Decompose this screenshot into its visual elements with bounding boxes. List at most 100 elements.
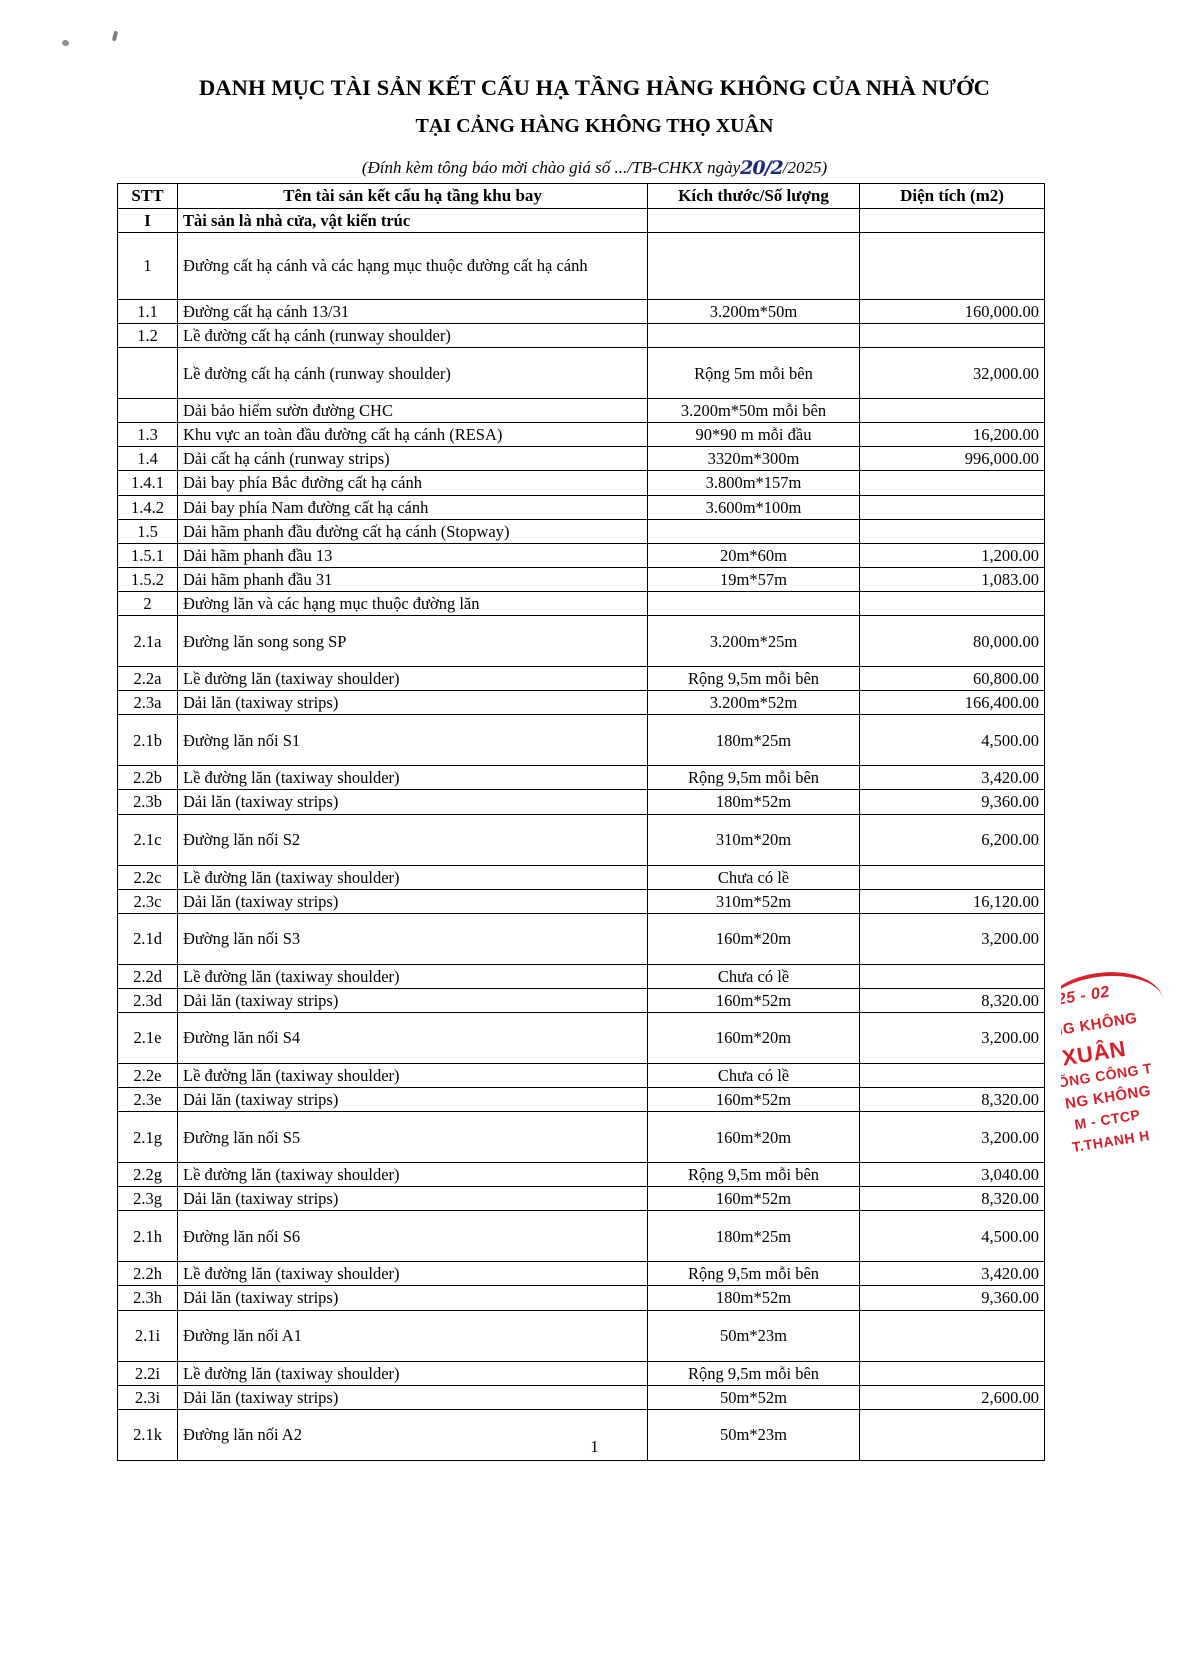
handwritten-day: 20 bbox=[740, 157, 765, 180]
cell-stt: 1.5.2 bbox=[117, 566, 178, 592]
cell-area: 4,500.00 bbox=[859, 1210, 1045, 1263]
cell-area: 1,200.00 bbox=[859, 542, 1045, 568]
cell-stt bbox=[117, 398, 178, 424]
cell-asset-name: Dải lăn (taxiway strips) bbox=[177, 1384, 648, 1410]
table-row: 2.2g Lề đường lăn (taxiway shoulder) Rộng … bbox=[117, 1162, 1045, 1188]
cell-asset-name: Đường lăn nối A2 bbox=[177, 1408, 648, 1461]
column-header-stt: STT bbox=[117, 183, 178, 209]
cell-area: 4,500.00 bbox=[859, 714, 1045, 767]
asset-inventory-table-container: STT Tên tài sản kết cấu hạ tầng khu bay … bbox=[117, 183, 1045, 1461]
cell-dimension: 3.800m*157m bbox=[647, 470, 860, 496]
cell-stt: 2.3c bbox=[117, 888, 178, 914]
cell-stt: 2.2e bbox=[117, 1062, 178, 1089]
cell-dimension: 90*90 m mỗi đầu bbox=[647, 422, 860, 448]
cell-area: 60,800.00 bbox=[859, 666, 1045, 692]
cell-asset-name: Đường lăn và các hạng mục thuộc đường lă… bbox=[177, 590, 648, 617]
table-row: 2 Đường lăn và các hạng mục thuộc đường l… bbox=[117, 590, 1045, 617]
cell-area: 996,000.00 bbox=[859, 446, 1045, 472]
cell-area: 3,200.00 bbox=[859, 1011, 1045, 1064]
table-row: 2.1d Đường lăn nối S3 160m*20m 3,200.00 bbox=[117, 912, 1045, 965]
cell-area bbox=[859, 590, 1045, 617]
cell-area: 1,083.00 bbox=[859, 566, 1045, 592]
table-row: 1.3 Khu vực an toàn đầu đường cất hạ cánh… bbox=[117, 422, 1045, 448]
cell-asset-name: Dải cất hạ cánh (runway strips) bbox=[177, 446, 648, 472]
cell-dimension: 160m*20m bbox=[647, 1111, 860, 1164]
cell-asset-name: Dải hãm phanh đầu 31 bbox=[177, 566, 648, 592]
cell-area: 3,420.00 bbox=[859, 765, 1045, 791]
table-row: 2.1h Đường lăn nối S6 180m*25m 4,500.00 bbox=[117, 1210, 1045, 1263]
table-row: 2.2a Lề đường lăn (taxiway shoulder) Rộng … bbox=[117, 666, 1045, 692]
table-row: 1.5.1 Dải hãm phanh đầu 13 20m*60m 1,200.00 bbox=[117, 542, 1045, 568]
cell-dimension: 160m*52m bbox=[647, 987, 860, 1013]
cell-asset-name: Đường lăn nối S1 bbox=[177, 714, 648, 767]
cell-asset-name: Dải hãm phanh đầu đường cất hạ cánh (Sto… bbox=[177, 518, 648, 544]
cell-area: 16,120.00 bbox=[859, 888, 1045, 914]
stamp-text-line-5: M - CTCP bbox=[1073, 1106, 1142, 1133]
cell-dimension: 3.200m*50m mỗi bên bbox=[647, 398, 860, 424]
cell-stt: 1.4.1 bbox=[117, 470, 178, 496]
table-row: 1.2 Lề đường cất hạ cánh (runway shoulder… bbox=[117, 322, 1045, 349]
table-row: 2.2d Lề đường lăn (taxiway shoulder) Chưa … bbox=[117, 963, 1045, 989]
cell-area: 160,000.00 bbox=[859, 298, 1045, 324]
cell-area: 3,200.00 bbox=[859, 1111, 1045, 1164]
cell-asset-name: Dải lăn (taxiway strips) bbox=[177, 1186, 648, 1212]
column-header-area: Diện tích (m2) bbox=[859, 183, 1045, 209]
cell-stt: 1.1 bbox=[117, 298, 178, 324]
cell-asset-name: Khu vực an toàn đầu đường cất hạ cánh (R… bbox=[177, 422, 648, 448]
cell-stt: 2.1c bbox=[117, 813, 178, 866]
cell-area: 2,600.00 bbox=[859, 1384, 1045, 1410]
table-row: 2.2i Lề đường lăn (taxiway shoulder) Rộng … bbox=[117, 1360, 1045, 1386]
cell-asset-name: Dải lăn (taxiway strips) bbox=[177, 690, 648, 716]
stamp-text-line-6: T.THANH H bbox=[1070, 1127, 1151, 1156]
cell-asset-name: Lề đường lăn (taxiway shoulder) bbox=[177, 1062, 648, 1089]
cell-area bbox=[859, 1408, 1045, 1461]
cell-asset-name: Lề đường lăn (taxiway shoulder) bbox=[177, 765, 648, 791]
cell-asset-name: Dải bay phía Nam đường cất hạ cánh bbox=[177, 494, 648, 520]
cell-stt: 2.3a bbox=[117, 690, 178, 716]
cell-stt: 2.3b bbox=[117, 789, 178, 815]
cell-dimension: Rộng 5m mỗi bên bbox=[647, 347, 860, 400]
cell-asset-name: Dải hãm phanh đầu 13 bbox=[177, 542, 648, 568]
cell-asset-name: Lề đường lăn (taxiway shoulder) bbox=[177, 963, 648, 989]
cell-dimension: 180m*52m bbox=[647, 1285, 860, 1311]
cell-stt: I bbox=[117, 207, 178, 233]
cell-dimension: Chưa có lề bbox=[647, 963, 860, 989]
cell-stt: 2.1g bbox=[117, 1111, 178, 1164]
cell-area bbox=[859, 864, 1045, 890]
table-row: 2.1g Đường lăn nối S5 160m*20m 3,200.00 bbox=[117, 1111, 1045, 1164]
table-row: 2.1c Đường lăn nối S2 310m*20m 6,200.00 bbox=[117, 813, 1045, 866]
cell-stt: 1.3 bbox=[117, 422, 178, 448]
cell-asset-name: Lề đường lăn (taxiway shoulder) bbox=[177, 666, 648, 692]
cell-stt: 2.1b bbox=[117, 714, 178, 767]
cell-stt: 2.3g bbox=[117, 1186, 178, 1212]
cell-stt: 2.2h bbox=[117, 1261, 178, 1287]
stamp-text-line-1: NG KHÔNG bbox=[1061, 1009, 1139, 1040]
cell-area bbox=[859, 963, 1045, 989]
table-row: 2.2e Lề đường lăn (taxiway shoulder) Chưa … bbox=[117, 1062, 1045, 1089]
handwritten-separator: / bbox=[764, 157, 772, 180]
cell-asset-name: Dải lăn (taxiway strips) bbox=[177, 789, 648, 815]
cell-dimension: 160m*52m bbox=[647, 1186, 860, 1212]
cell-stt: 2.2a bbox=[117, 666, 178, 692]
cell-dimension: 3.600m*100m bbox=[647, 494, 860, 520]
cell-area bbox=[859, 470, 1045, 496]
cell-asset-name: Lề đường cất hạ cánh (runway shoulder) bbox=[177, 347, 648, 400]
cell-area bbox=[859, 494, 1045, 520]
asset-inventory-table: STT Tên tài sản kết cấu hạ tầng khu bay … bbox=[117, 183, 1045, 1461]
cell-dimension: 3.200m*25m bbox=[647, 615, 860, 668]
cell-stt: 2.1i bbox=[117, 1309, 178, 1362]
reference-note-prefix: (Đính kèm tông báo mời chào giá số .../T… bbox=[361, 158, 741, 178]
table-row: 2.1b Đường lăn nối S1 180m*25m 4,500.00 bbox=[117, 714, 1045, 767]
table-header: STT Tên tài sản kết cấu hạ tầng khu bay … bbox=[117, 183, 1045, 209]
cell-dimension bbox=[647, 231, 860, 300]
table-row: 1.4.2 Dải bay phía Nam đường cất hạ cánh 3… bbox=[117, 494, 1045, 520]
table-row: 1.4.1 Dải bay phía Bắc đường cất hạ cánh 3… bbox=[117, 470, 1045, 496]
cell-dimension: Chưa có lề bbox=[647, 864, 860, 890]
column-header-dimension: Kích thước/Số lượng bbox=[647, 183, 860, 209]
official-red-stamp: 25 - 02 NG KHÔNG XUÂN ỔNG CÔNG T NG KHÔN… bbox=[1061, 962, 1189, 1162]
cell-dimension: 20m*60m bbox=[647, 542, 860, 568]
cell-area: 3,420.00 bbox=[859, 1261, 1045, 1287]
cell-asset-name: Tài sản là nhà cửa, vật kiến trúc bbox=[177, 207, 648, 233]
page-subtitle-location: TẠI CẢNG HÀNG KHÔNG THỌ XUÂN bbox=[415, 115, 774, 138]
table-row: Lề đường cất hạ cánh (runway shoulder) Rộ… bbox=[117, 347, 1045, 400]
